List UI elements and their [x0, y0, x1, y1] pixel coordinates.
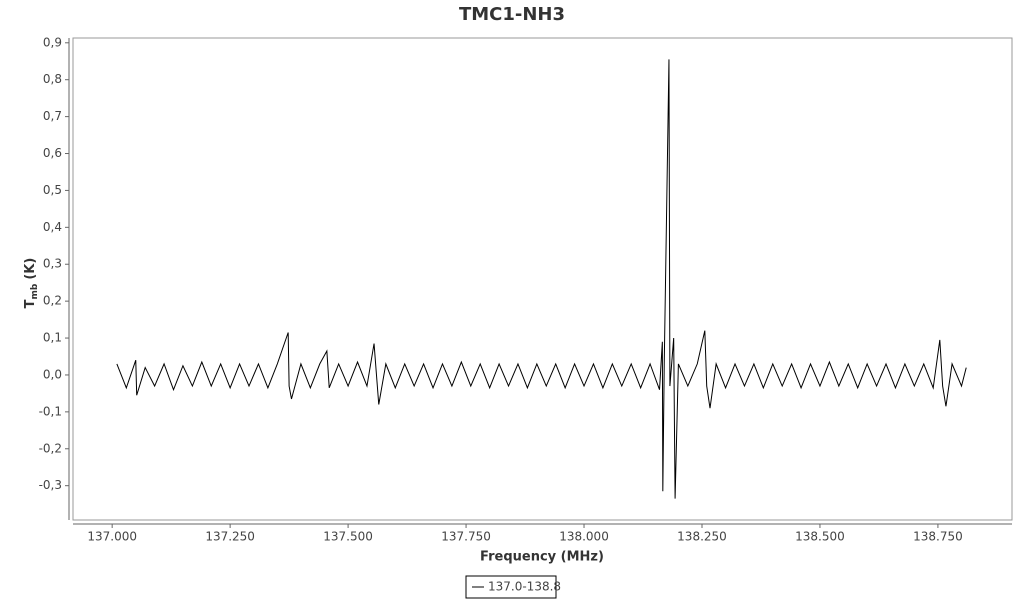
x-tick-label: 137.250	[205, 530, 255, 544]
y-tick-label: 0,6	[43, 146, 62, 160]
x-tick-label: 138.500	[795, 530, 845, 544]
y-tick-label: -0,2	[39, 441, 62, 455]
y-tick-label: 0,4	[43, 220, 62, 234]
y-axis-title: Tmb (K)	[23, 258, 40, 309]
y-tick-label: 0,0	[43, 367, 62, 381]
legend-label: 137.0-138.8	[488, 580, 561, 594]
x-axis-title: Frequency (MHz)	[480, 550, 604, 565]
x-tick-label: 137.000	[87, 530, 137, 544]
x-tick-label: 138.250	[677, 530, 727, 544]
plot-frame	[72, 37, 1013, 521]
y-tick-label: 0,3	[43, 257, 62, 271]
y-axis-title-main: T	[23, 299, 38, 308]
y-tick-label: 0,1	[43, 331, 62, 345]
y-tick-label: 0,8	[43, 72, 62, 86]
x-tick-label: 138.000	[559, 530, 609, 544]
x-tick-label: 137.750	[441, 530, 491, 544]
x-tick-label: 138.750	[913, 530, 963, 544]
x-tick-label: 137.500	[323, 530, 373, 544]
chart-title: TMC1-NH3	[459, 4, 565, 25]
y-tick-label: 0,9	[43, 35, 62, 49]
y-tick-label: 0,5	[43, 183, 62, 197]
y-tick-label: 0,7	[43, 109, 62, 123]
y-tick-label: -0,3	[39, 478, 62, 492]
legend-box	[465, 575, 557, 599]
y-axis-title-sub: mb	[30, 283, 40, 299]
spectrum-line	[116, 59, 967, 499]
y-axis-title-unit: (K)	[23, 258, 38, 280]
y-tick-label: 0,2	[43, 294, 62, 308]
y-tick-label: -0,1	[39, 404, 62, 418]
